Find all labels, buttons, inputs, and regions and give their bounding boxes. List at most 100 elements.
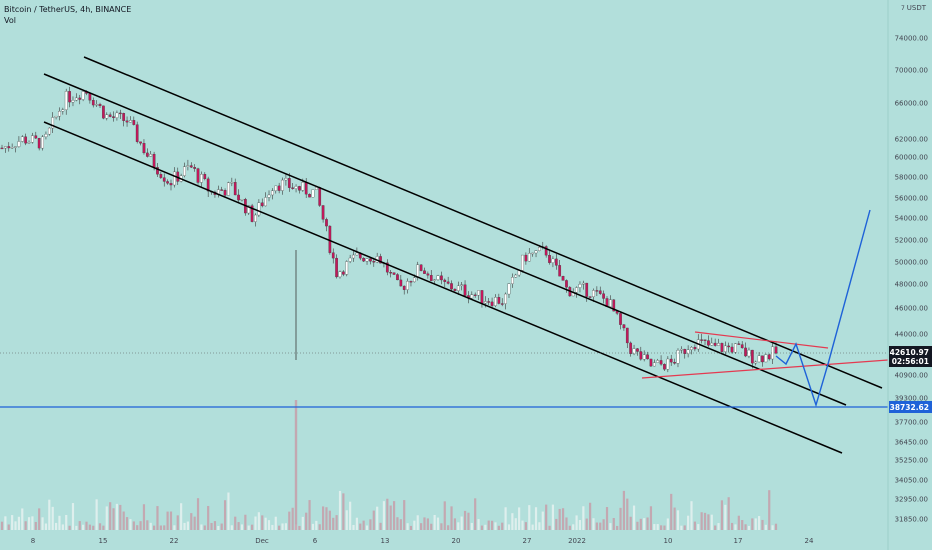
candle-body xyxy=(173,171,176,186)
candle-body xyxy=(521,254,524,271)
volume-bar xyxy=(697,524,700,530)
volume-bar xyxy=(163,525,166,530)
candle-body xyxy=(257,202,261,216)
volume-bar xyxy=(518,507,521,530)
volume-bar xyxy=(612,518,615,530)
volume-bar xyxy=(450,506,453,530)
candle-body xyxy=(409,281,413,283)
candle-body xyxy=(152,153,156,168)
volume-bar xyxy=(4,516,7,530)
candle-body xyxy=(754,361,758,364)
candle-body xyxy=(325,219,328,227)
candle-body xyxy=(585,282,589,297)
volume-bar xyxy=(284,523,288,530)
volume-bar xyxy=(186,521,189,530)
volume-bar xyxy=(132,521,135,530)
candle-body xyxy=(774,346,778,354)
candle-body xyxy=(558,265,562,277)
volume-bar xyxy=(271,524,274,530)
candle-body xyxy=(88,93,92,101)
candle-body xyxy=(727,345,731,348)
candle-body xyxy=(294,186,298,189)
candle-body xyxy=(68,91,71,103)
candle-body xyxy=(436,275,440,280)
candle-body xyxy=(581,282,585,285)
candle-body xyxy=(602,293,605,299)
candle-body xyxy=(649,358,653,367)
candle-body xyxy=(189,165,193,168)
volume-bar xyxy=(267,520,271,530)
volume-bar xyxy=(636,521,639,530)
volume-bar xyxy=(318,524,321,530)
volume-bar xyxy=(609,523,612,530)
candle-body xyxy=(183,166,186,176)
volume-bar xyxy=(139,521,142,530)
volume-bar xyxy=(629,516,632,530)
candle-body xyxy=(433,279,436,281)
countdown-value: 02:56:01 xyxy=(892,357,929,366)
volume-bar xyxy=(48,499,51,530)
price-tick-label: 52000.00 xyxy=(895,237,928,245)
candle-body xyxy=(642,354,646,360)
candle-body xyxy=(575,287,578,293)
volume-bar xyxy=(616,525,619,530)
candle-body xyxy=(115,112,119,118)
volume-bar xyxy=(511,513,514,530)
volume-bar xyxy=(129,519,132,530)
volume-bar xyxy=(426,518,429,530)
candle-body xyxy=(186,165,190,167)
volume-bar xyxy=(761,519,764,530)
candle-body xyxy=(240,199,244,201)
candle-body xyxy=(700,339,703,341)
candle-body xyxy=(51,117,55,129)
volume-bar xyxy=(673,507,676,530)
volume-bar xyxy=(261,515,264,530)
candle-body xyxy=(108,114,112,117)
candle-body xyxy=(345,261,349,275)
volume-bar xyxy=(288,511,291,530)
volume-bar xyxy=(599,522,602,530)
candle-body xyxy=(102,105,105,119)
volume-bar xyxy=(659,525,663,530)
candle-body xyxy=(277,185,281,191)
volume-bar xyxy=(230,525,233,530)
candle-body xyxy=(456,285,460,291)
volume-bar xyxy=(521,520,524,530)
candle-body xyxy=(767,354,771,360)
candle-body xyxy=(639,351,643,360)
candle-body xyxy=(156,167,159,175)
volume-bar xyxy=(291,507,294,530)
candles xyxy=(0,86,778,373)
candle-body xyxy=(233,182,237,196)
candle-body xyxy=(267,194,271,198)
candle-body xyxy=(747,349,751,357)
projection-path xyxy=(775,209,871,408)
candle-body xyxy=(551,258,555,263)
candle-body xyxy=(392,272,396,275)
candle-body xyxy=(125,120,129,123)
volume-bar xyxy=(21,508,24,530)
candle-body xyxy=(713,342,717,346)
candle-body xyxy=(629,342,633,354)
volume-bar xyxy=(38,508,41,530)
volume-bar xyxy=(592,518,595,530)
volume-bar xyxy=(207,505,210,530)
candle-body xyxy=(342,271,345,275)
candle-body xyxy=(531,252,534,255)
candle-body xyxy=(707,340,710,346)
volume-bar xyxy=(166,511,169,530)
channel-upper-line xyxy=(83,56,883,389)
candle-body xyxy=(690,347,693,350)
candle-body xyxy=(64,91,68,110)
candle-body xyxy=(656,360,660,363)
volume-bar xyxy=(528,505,531,530)
volume-bar xyxy=(176,515,179,530)
volume-bar xyxy=(416,515,419,530)
drawings xyxy=(0,56,889,454)
volume-bar xyxy=(700,512,703,530)
volume-bar xyxy=(595,522,598,530)
volume-bars xyxy=(0,400,778,530)
candle-body xyxy=(673,361,676,364)
